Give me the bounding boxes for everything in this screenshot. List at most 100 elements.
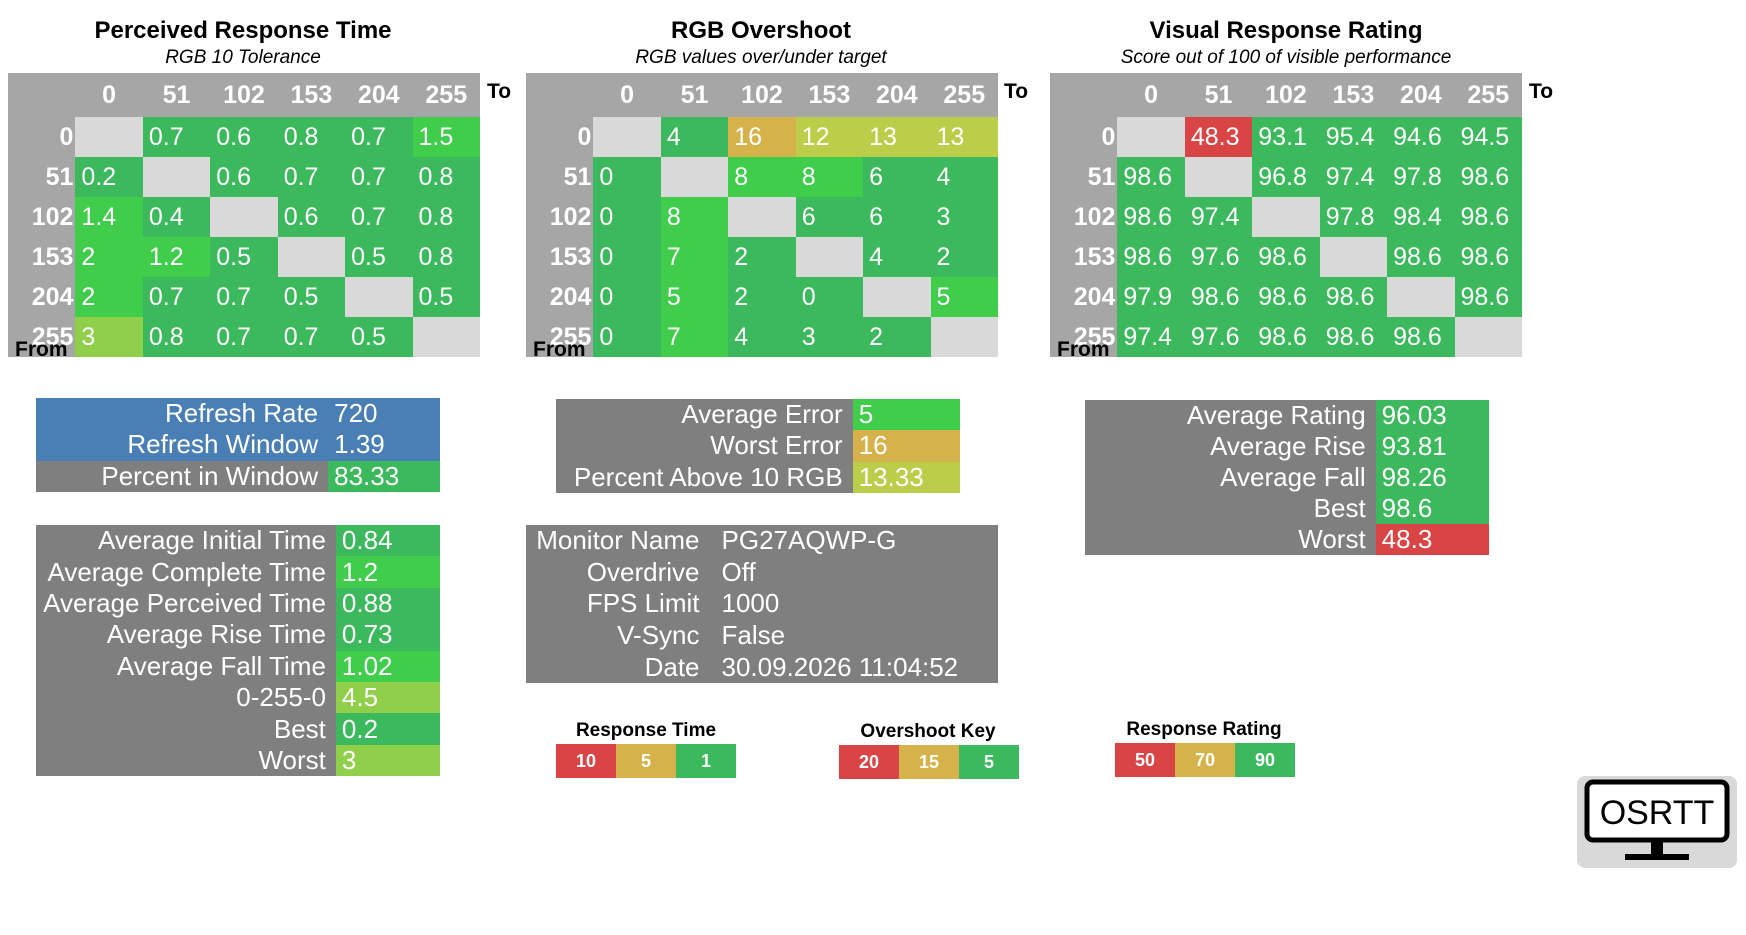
stat-label: Refresh Rate	[36, 398, 329, 430]
heatmap-cell: 97.6	[1184, 237, 1253, 277]
heatmap-cell: 0.7	[277, 157, 346, 197]
key-swatch: 90	[1235, 743, 1295, 777]
heatmap-cell: 98.6	[1454, 237, 1522, 277]
title-visual-response-rating: Visual Response Rating	[1149, 17, 1423, 44]
heatmap-cell: 1.5	[412, 117, 480, 157]
stat-value: 98.26	[1375, 462, 1489, 493]
heatmap-cell: 5	[660, 277, 729, 317]
stat-label: FPS Limit	[586, 588, 700, 619]
heatmap-cell: 98.6	[1252, 277, 1320, 317]
stat-value: 720	[328, 398, 440, 430]
heatmap-cell: 0.7	[345, 197, 413, 237]
heatmap-row: 51 0.2 0.6 0.7 0.7 0.8	[8, 157, 480, 197]
heatmap-row: 255 3 0.8 0.7 0.7 0.5	[8, 317, 480, 357]
stat-label: Percent in Window	[36, 460, 329, 492]
row-header-255: 255	[1073, 322, 1116, 351]
heatmap-row: 204 97.9 98.6 98.6 98.6 98.6	[1050, 277, 1522, 317]
heatmap-cell: 0	[593, 277, 661, 317]
column-header-0: 0	[102, 80, 117, 109]
heatmap-cell: 4	[728, 317, 796, 357]
heatmap-cell	[277, 237, 346, 277]
title-rgb-overshoot: RGB Overshoot	[670, 17, 852, 44]
monitor-logo-icon: OSRTT	[1584, 779, 1730, 860]
overshoot-key: 20 15 5	[839, 745, 1019, 779]
heatmap-cell: 8	[728, 157, 796, 197]
column-header-204: 204	[1399, 80, 1442, 109]
column-header-153: 153	[290, 80, 333, 109]
heatmap-cell: 4	[930, 157, 998, 197]
column-header-0: 0	[1144, 80, 1159, 109]
heatmap-row: 51 0 8 8 6 4	[526, 157, 998, 197]
heatmap-cell: 2	[728, 277, 796, 317]
stat-row: Percent Above 10 RGB 13.33	[556, 461, 960, 493]
row-header-0: 0	[59, 122, 74, 151]
stat-label: Average Complete Time	[36, 556, 336, 588]
heatmap-row: 0 0.7 0.6 0.8 0.7 1.5	[8, 117, 480, 157]
heatmap-cell	[142, 157, 211, 197]
to-label-perceived: To	[487, 80, 512, 103]
heatmap-cell	[210, 197, 278, 237]
heatmap-cell: 98.4	[1387, 197, 1455, 237]
stat-value: 98.6	[1375, 493, 1489, 524]
stat-row: Average Complete Time 1.2	[36, 556, 440, 588]
heatmap-cell: 98.6	[1454, 197, 1522, 237]
stat-value: 1.39	[328, 429, 440, 461]
stat-row: Worst 48.3	[1085, 524, 1489, 555]
stat-label: Average Fall Time	[36, 650, 336, 682]
stat-value: 0.88	[335, 587, 440, 620]
heatmap-cell: 16	[728, 117, 796, 157]
heatmap-cell: 97.8	[1319, 197, 1388, 237]
heatmap-cell: 98.6	[1387, 237, 1455, 277]
stat-value: False	[721, 620, 786, 651]
row-header-51: 51	[563, 162, 592, 191]
heatmap-cell	[1117, 117, 1185, 157]
stat-row: Refresh Rate 720	[36, 398, 440, 430]
heatmap-row: 255 0 7 4 3 2	[526, 317, 998, 357]
heatmap-cell: 98.6	[1117, 197, 1185, 237]
heatmap-cell	[930, 317, 998, 357]
row-header-102: 102	[1073, 202, 1116, 231]
heatmap-cell: 8	[795, 157, 864, 197]
heatmap-cell: 1.2	[142, 237, 211, 277]
stat-row: V-Sync False	[526, 620, 998, 652]
heatmap-cell: 0.6	[210, 117, 278, 157]
row-header-204: 204	[31, 282, 74, 311]
heatmap-cell: 0.2	[75, 157, 143, 197]
heatmap-cell: 6	[795, 197, 864, 237]
key-swatch: 50	[1115, 743, 1175, 777]
heatmap-cell: 6	[863, 197, 931, 237]
column-header-153: 153	[1332, 80, 1375, 109]
stat-row: Refresh Window 1.39	[36, 429, 440, 461]
stat-value: 0.2	[335, 713, 440, 745]
stat-value: 83.33	[328, 460, 440, 492]
stat-label: V-Sync	[617, 620, 700, 651]
heatmap-cell	[1252, 197, 1320, 237]
heatmap-cell	[1454, 317, 1522, 357]
heatmap-cell: 98.6	[1454, 157, 1522, 197]
stat-row: Average Rating 96.03	[1085, 400, 1489, 431]
key-swatch: 70	[1175, 743, 1235, 777]
stat-row: Average Fall 98.26	[1085, 462, 1489, 493]
stat-value: 0.84	[335, 525, 440, 557]
row-header-102: 102	[549, 202, 592, 231]
column-header-255: 255	[1467, 80, 1510, 109]
heatmap-cell: 0	[795, 277, 864, 317]
overshoot-stats-table: Average Error 5 Worst Error 16 Percent Above…	[556, 399, 960, 493]
heatmap-cell: 0.5	[345, 317, 413, 357]
stat-row: Worst Error 16	[556, 430, 960, 462]
column-header-102: 102	[223, 80, 265, 109]
heatmap-cell: 98.6	[1454, 277, 1522, 317]
heatmap-cell: 98.6	[1117, 157, 1185, 197]
heatmap-row: 204 0 5 2 0 5	[526, 277, 998, 317]
stat-value: 3	[335, 744, 440, 777]
heatmap-cell: 95.4	[1319, 117, 1388, 157]
heatmap-cell: 0.8	[277, 117, 346, 157]
from-label-rating: From	[1057, 338, 1110, 361]
stat-value: 1.02	[335, 650, 440, 682]
heatmap-row: 153 0 7 2 4 2	[526, 237, 998, 277]
stat-label: Average Rating	[1085, 400, 1376, 431]
heatmap-cell	[795, 237, 864, 277]
rgb-overshoot-heatmap: 0 51 102 153 204 255 0 4 16 12 13 13 51 0 8 8 6 4 102 0 8 6 6 3…	[526, 73, 998, 357]
heatmap-cell: 97.8	[1387, 157, 1455, 197]
stat-value: 4.5	[335, 681, 440, 714]
